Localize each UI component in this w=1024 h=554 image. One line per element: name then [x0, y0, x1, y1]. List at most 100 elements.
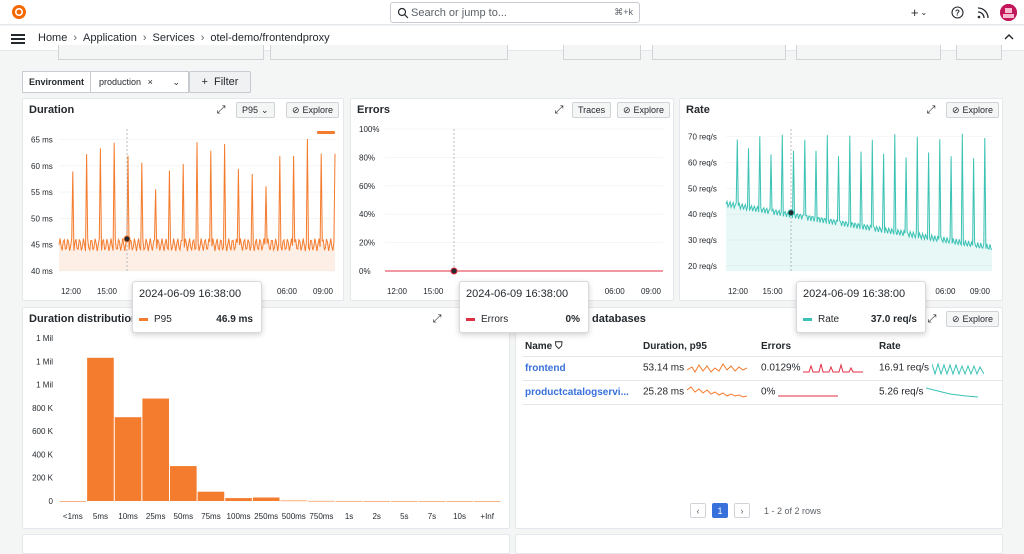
column-header-name[interactable]: Name ⛉	[522, 338, 640, 357]
x-tick-label: 250ms	[254, 512, 278, 521]
bar	[391, 500, 418, 502]
errors-tooltip: 2024-06-09 16:38:00 Errors 0%	[459, 281, 589, 333]
rate-tooltip: 2024-06-09 16:38:00 Rate 37.0 req/s	[796, 281, 926, 333]
next-page-button[interactable]: ›	[734, 503, 750, 518]
refresh-picker-stub[interactable]	[796, 45, 941, 60]
column-header-rate[interactable]: Rate	[876, 338, 1002, 357]
prev-page-button[interactable]: ‹	[690, 503, 706, 518]
y-tick-label: 40 ms	[31, 267, 53, 276]
add-new-button[interactable]: + ⌄	[910, 5, 928, 20]
duration-value: 53.14 ms	[643, 362, 685, 374]
x-tick-label: 100ms	[227, 512, 251, 521]
y-tick-label: 65 ms	[31, 136, 53, 145]
x-tick-label: 7s	[428, 512, 436, 521]
bar	[170, 466, 197, 501]
x-tick-label: 12:00	[61, 287, 82, 296]
y-tick-label: 0	[49, 497, 54, 506]
chevron-down-icon: ⌄	[920, 8, 928, 17]
user-avatar[interactable]	[1000, 4, 1017, 21]
filter-icon[interactable]: ⛉	[555, 341, 563, 353]
x-tick-label: 5s	[400, 512, 408, 521]
bar	[225, 498, 252, 501]
panel-title: Rate	[686, 104, 710, 116]
variable-select-stub[interactable]	[58, 45, 264, 60]
variable-select-stub[interactable]	[270, 45, 508, 60]
y-tick-label: 1 Mil	[36, 334, 53, 343]
y-tick-label: 1 Mil	[36, 357, 53, 366]
page-button[interactable]: 1	[712, 503, 728, 518]
bar	[142, 398, 169, 501]
expand-icon[interactable]: ⤢	[216, 103, 226, 116]
expand-icon[interactable]: ⤢	[927, 312, 937, 325]
bar	[446, 500, 473, 502]
add-filter-button[interactable]: + Filter	[189, 71, 251, 93]
legend-swatch	[317, 131, 335, 134]
x-tick-label: 06:00	[605, 287, 626, 296]
time-picker-stub[interactable]	[652, 45, 786, 60]
bar	[363, 500, 390, 502]
expand-icon[interactable]: ⤢	[554, 103, 564, 116]
breadcrumb-home[interactable]: Home	[38, 32, 68, 44]
environment-filter: Environment production × ⌄	[22, 71, 190, 93]
breadcrumb: Home › Application › Services › otel-demo/f…	[38, 32, 330, 44]
help-button[interactable]: ?	[949, 3, 965, 22]
bar	[114, 417, 142, 501]
search-placeholder: Search or jump to...	[411, 7, 507, 19]
y-tick-label: 50 ms	[31, 214, 53, 223]
search-box[interactable]: Search or jump to... ⌘+k	[390, 2, 640, 23]
chevron-down-icon: ⌄	[261, 104, 269, 115]
table-row: productcatalogservi... 25.28 ms 0% 5.26 …	[522, 380, 1002, 405]
y-tick-label: 400 K	[32, 450, 54, 459]
breadcrumb-services[interactable]: Services	[152, 32, 195, 44]
tooltip-row: Rate 37.0 req/s	[803, 314, 917, 325]
column-header-errors[interactable]: Errors	[758, 338, 876, 357]
x-tick-label: 2s	[372, 512, 380, 521]
rss-icon	[977, 6, 989, 18]
y-tick-label: 20 req/s	[688, 262, 717, 271]
y-tick-label: 70 req/s	[688, 133, 717, 142]
rate-sparkline	[926, 387, 979, 398]
breadcrumb-application[interactable]: Application	[83, 32, 137, 44]
news-button[interactable]	[975, 3, 991, 22]
y-tick-label: 40 req/s	[688, 210, 717, 219]
grafana-logo-icon[interactable]	[11, 4, 27, 20]
explore-button[interactable]: ⊘ Explore	[946, 311, 1000, 327]
expand-icon[interactable]: ⤢	[926, 103, 936, 116]
y-tick-label: 45 ms	[31, 241, 53, 250]
y-tick-label: 40%	[359, 210, 375, 219]
collapse-chevron-icon[interactable]	[1004, 32, 1014, 44]
rate-panel: Rate ⤢ ⊘ Explore 20 req/s 30 req/s 40 req/s…	[679, 98, 1003, 301]
clear-icon[interactable]: ×	[147, 77, 153, 87]
search-icon	[397, 7, 409, 19]
rate-series-line	[725, 133, 993, 250]
menu-icon[interactable]	[11, 34, 25, 44]
plus-icon: +	[201, 76, 208, 88]
percentile-select[interactable]: P95 ⌄	[236, 102, 275, 118]
service-link[interactable]: productcatalogservi...	[525, 386, 629, 398]
x-tick-label: 25ms	[146, 512, 166, 521]
expand-icon[interactable]: ⤢	[432, 312, 442, 325]
y-tick-label: 60 req/s	[688, 159, 717, 168]
rate-chart: 20 req/s 30 req/s 40 req/s 50 req/s 60 req/s…	[688, 129, 993, 296]
avatar-icon	[1000, 4, 1017, 21]
compass-icon: ⊘	[292, 104, 300, 115]
environment-select[interactable]: production × ⌄	[91, 71, 190, 93]
breadcrumb-service: otel-demo/frontendproxy	[210, 32, 330, 44]
bar	[335, 500, 363, 502]
duration-sparkline	[686, 363, 748, 373]
rate-value: 16.91 req/s	[879, 362, 930, 374]
duration-distribution-panel: Duration distribution ⤢ 0 200 K 400 K 600 K…	[22, 307, 510, 529]
column-header-duration[interactable]: Duration, p95	[640, 338, 758, 357]
x-tick-label: 15:00	[763, 287, 784, 296]
errors-chart: 0%20%40%60%80%100%12:0015:0018:0021:0000…	[359, 125, 663, 296]
traces-button[interactable]: Traces	[572, 102, 612, 118]
explore-button[interactable]: ⊘ Explore	[617, 102, 671, 118]
x-tick-label: 750ms	[309, 512, 333, 521]
explore-button[interactable]: ⊘ Explore	[286, 102, 340, 118]
errors-sparkline	[803, 363, 864, 373]
settings-button-stub[interactable]	[956, 45, 1002, 60]
x-tick-label: 75ms	[201, 512, 221, 521]
explore-button[interactable]: ⊘ Explore	[946, 102, 1000, 118]
toolbar-button-stub[interactable]	[563, 45, 641, 60]
service-link[interactable]: frontend	[525, 362, 566, 374]
